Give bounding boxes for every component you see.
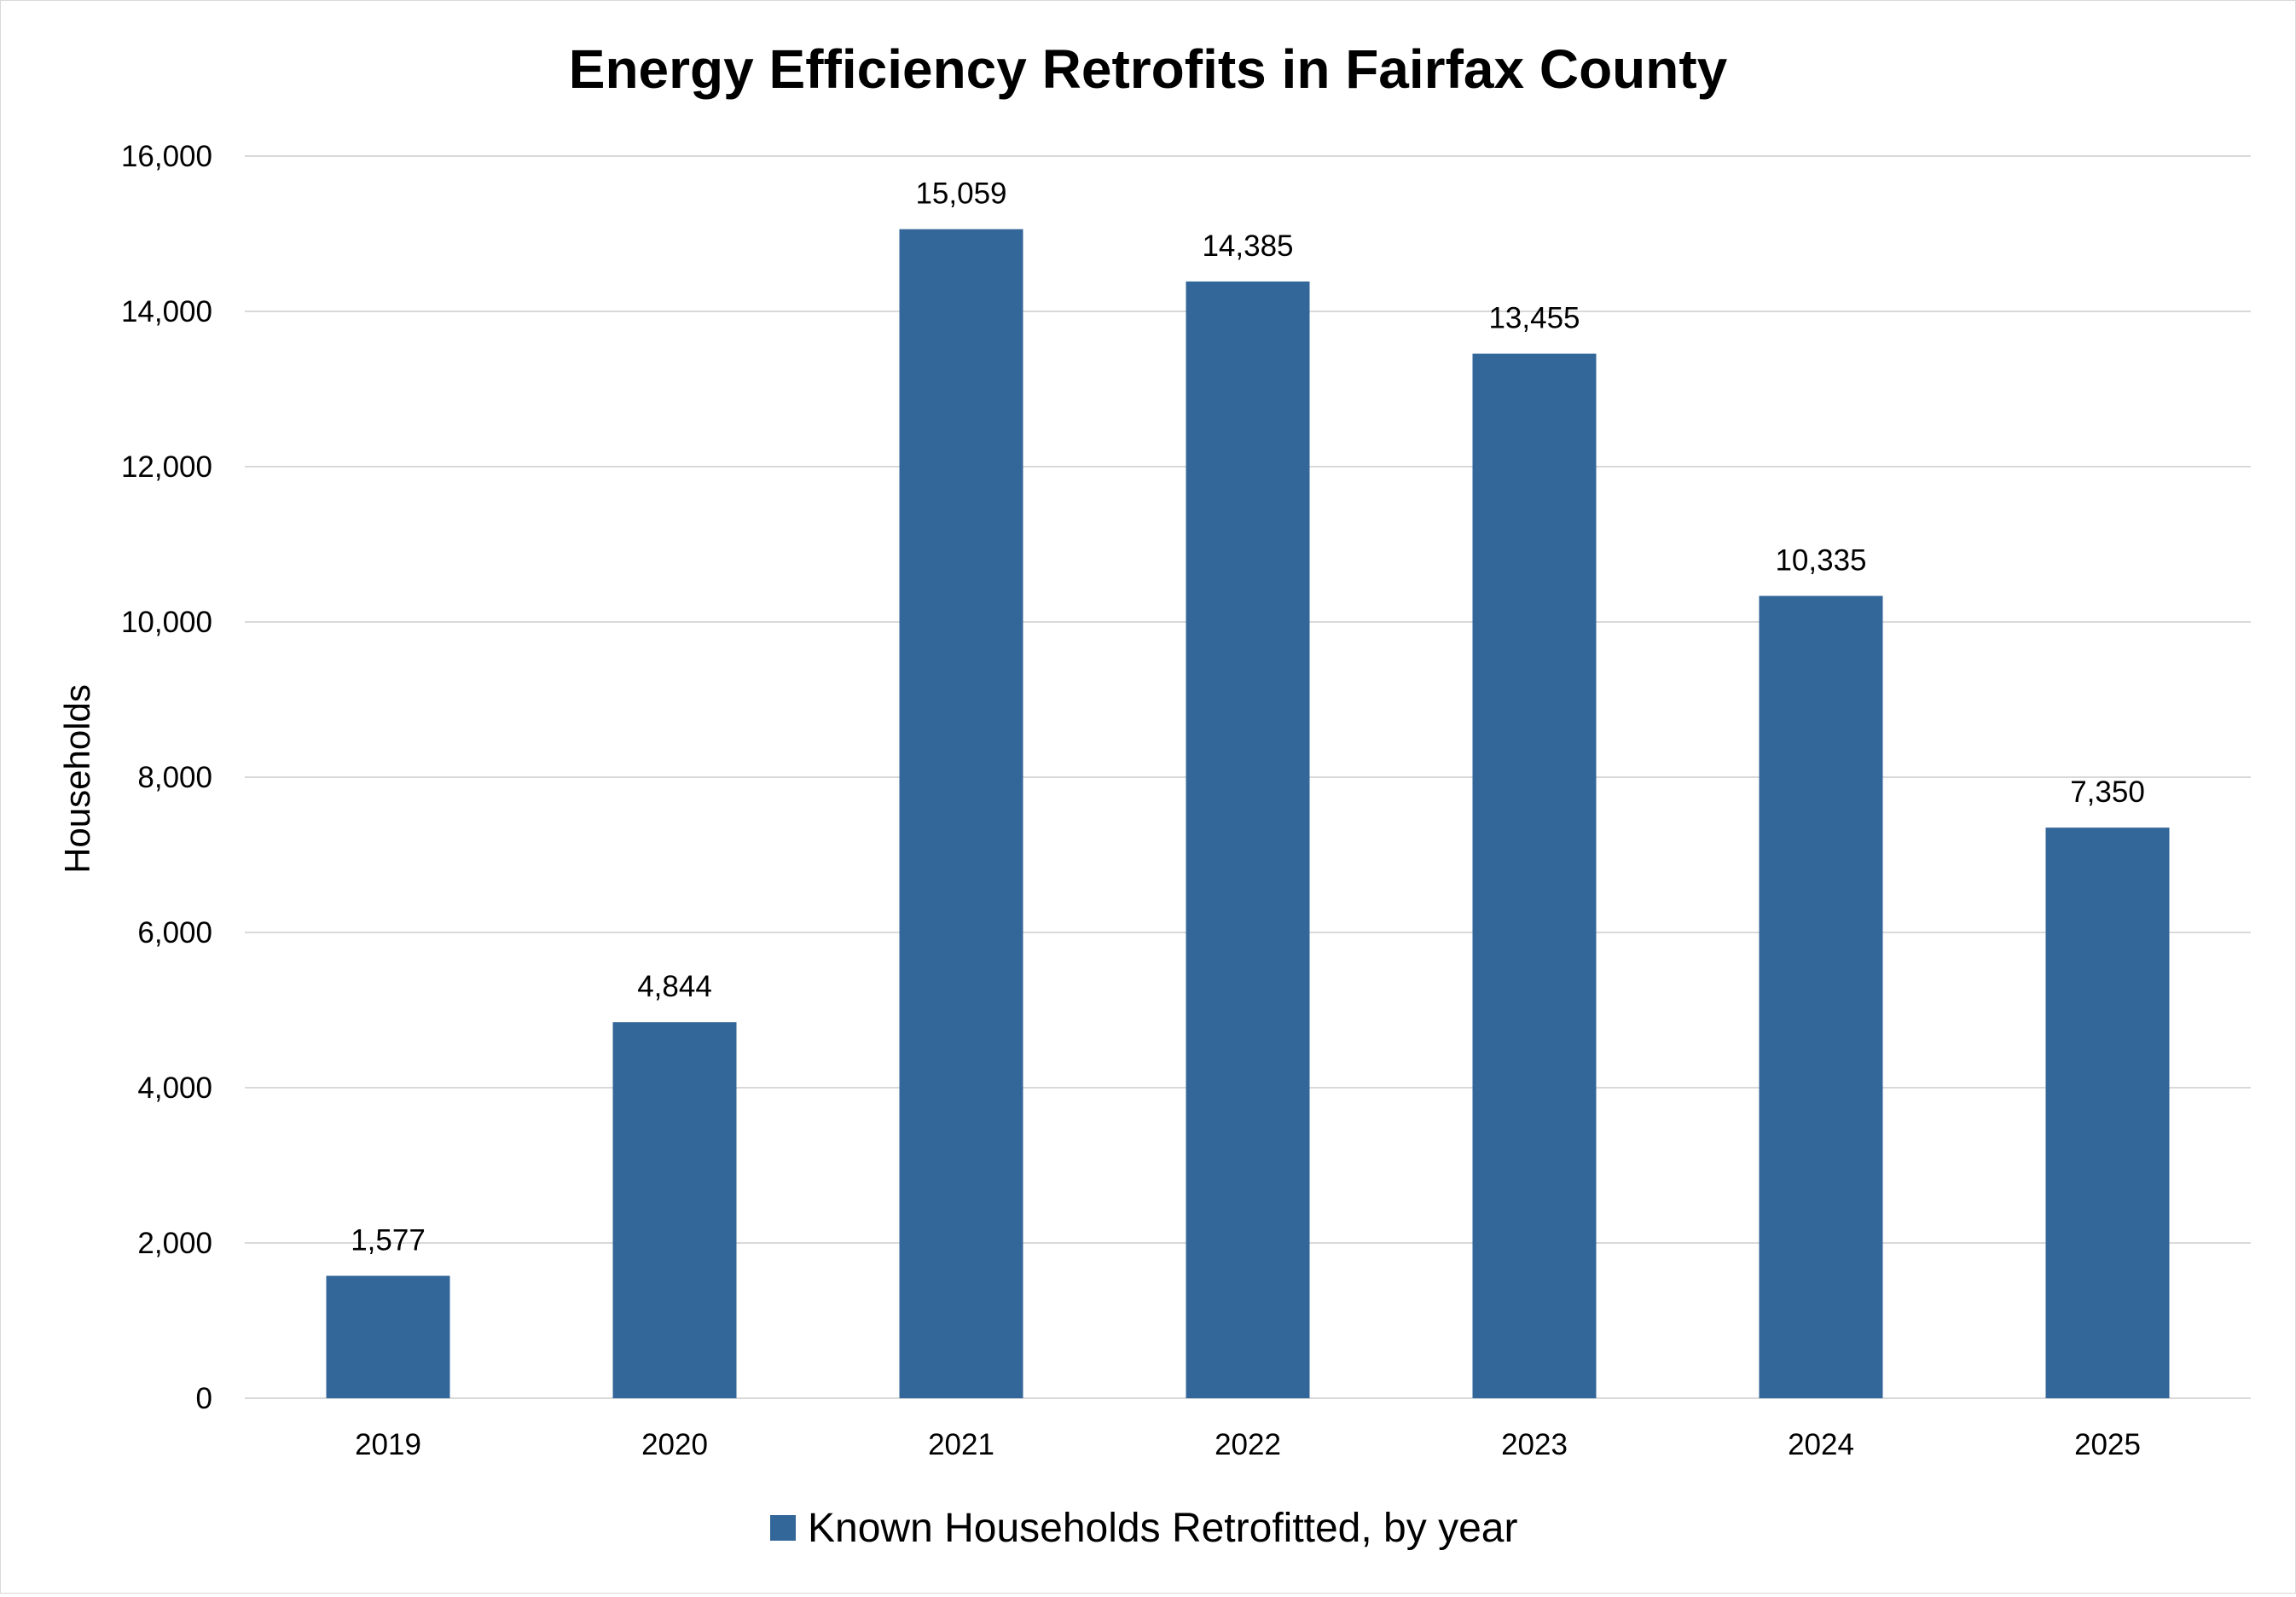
- y-axis-title: Households: [57, 684, 97, 874]
- data-label-2023: 13,455: [1488, 302, 1580, 335]
- y-tick-label: 4,000: [137, 1071, 212, 1105]
- x-tick-label-2023: 2023: [1501, 1428, 1568, 1461]
- data-label-2024: 10,335: [1775, 544, 1866, 578]
- y-tick-label: 10,000: [121, 606, 212, 639]
- x-axis-ticks: 2019 2020 2021 2022 2023 2024 2025: [355, 1428, 2141, 1461]
- data-label-2021: 15,059: [915, 177, 1006, 211]
- y-tick-label: 8,000: [137, 761, 212, 794]
- bar-2023: [1472, 353, 1597, 1399]
- bar-2020: [612, 1022, 737, 1398]
- data-label-2020: 4,844: [637, 970, 712, 1003]
- y-tick-label: 16,000: [121, 140, 212, 173]
- data-label-2022: 14,385: [1202, 229, 1293, 263]
- bar-2021: [899, 229, 1023, 1399]
- x-tick-label-2019: 2019: [355, 1428, 421, 1461]
- y-tick-label: 6,000: [137, 916, 212, 949]
- bar-2019: [326, 1275, 450, 1398]
- data-label-2025: 7,350: [2070, 775, 2145, 809]
- bar-2022: [1186, 281, 1310, 1399]
- y-tick-label: 12,000: [121, 450, 212, 484]
- bar-2025: [2045, 828, 2170, 1398]
- legend-swatch: [770, 1515, 796, 1541]
- data-label-2019: 1,577: [351, 1223, 426, 1257]
- legend-label: Known Households Retrofitted, by year: [808, 1506, 1517, 1551]
- y-tick-label: 0: [196, 1382, 212, 1415]
- legend: Known Households Retrofitted, by year: [770, 1506, 1517, 1551]
- bar-2024: [1759, 595, 1883, 1398]
- x-tick-label-2021: 2021: [928, 1428, 994, 1461]
- y-tick-label: 14,000: [121, 295, 212, 328]
- y-axis-ticks: 0 2,000 4,000 6,000 8,000 10,000 12,000 14,000 1…: [121, 140, 212, 1415]
- x-tick-label-2025: 2025: [2074, 1428, 2141, 1461]
- x-tick-label-2020: 2020: [641, 1428, 708, 1461]
- y-tick-label: 2,000: [137, 1227, 212, 1260]
- x-tick-label-2022: 2022: [1215, 1428, 1281, 1461]
- x-tick-label-2024: 2024: [1788, 1428, 1854, 1461]
- data-labels: 1,577 4,844 15,059 14,385 13,455 10,335 7,350: [351, 177, 2145, 1257]
- chart-title: Energy Efficiency Retrofits in Fairfax C…: [569, 38, 1728, 100]
- bar-series: [326, 229, 2170, 1399]
